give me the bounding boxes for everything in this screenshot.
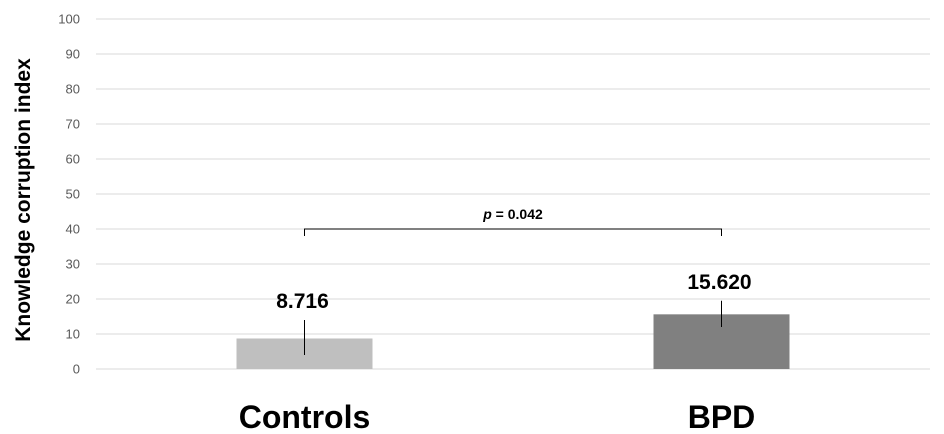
data-labels: 8.716 15.620 (276, 271, 751, 313)
p-value-label: p = 0.042 (482, 206, 543, 222)
bars (236, 314, 790, 369)
y-tick-60: 60 (66, 152, 80, 167)
y-axis-label: Knowledge corruption index (12, 58, 35, 342)
y-tick-100: 100 (58, 12, 80, 27)
y-tick-0: 0 (73, 362, 80, 377)
y-tick-50: 50 (66, 187, 80, 202)
category-label-bpd: BPD (688, 399, 756, 434)
error-bars (304, 300, 722, 355)
y-tick-80: 80 (66, 82, 80, 97)
y-tick-40: 40 (66, 222, 80, 237)
data-label-controls: 8.716 (276, 290, 329, 313)
y-tick-20: 20 (66, 292, 80, 307)
category-label-controls: Controls (239, 399, 371, 434)
significance-bracket-line (304, 228, 722, 236)
data-label-bpd: 15.620 (687, 271, 751, 294)
y-tick-30: 30 (66, 257, 80, 272)
y-tick-labels: 0 10 20 30 40 50 60 70 80 90 100 (58, 12, 80, 377)
y-tick-10: 10 (66, 327, 80, 342)
gridlines (96, 18, 930, 370)
significance-bracket: p = 0.042 (304, 206, 722, 236)
category-labels: Controls BPD (239, 399, 756, 434)
y-tick-90: 90 (66, 47, 80, 62)
y-tick-70: 70 (66, 117, 80, 132)
